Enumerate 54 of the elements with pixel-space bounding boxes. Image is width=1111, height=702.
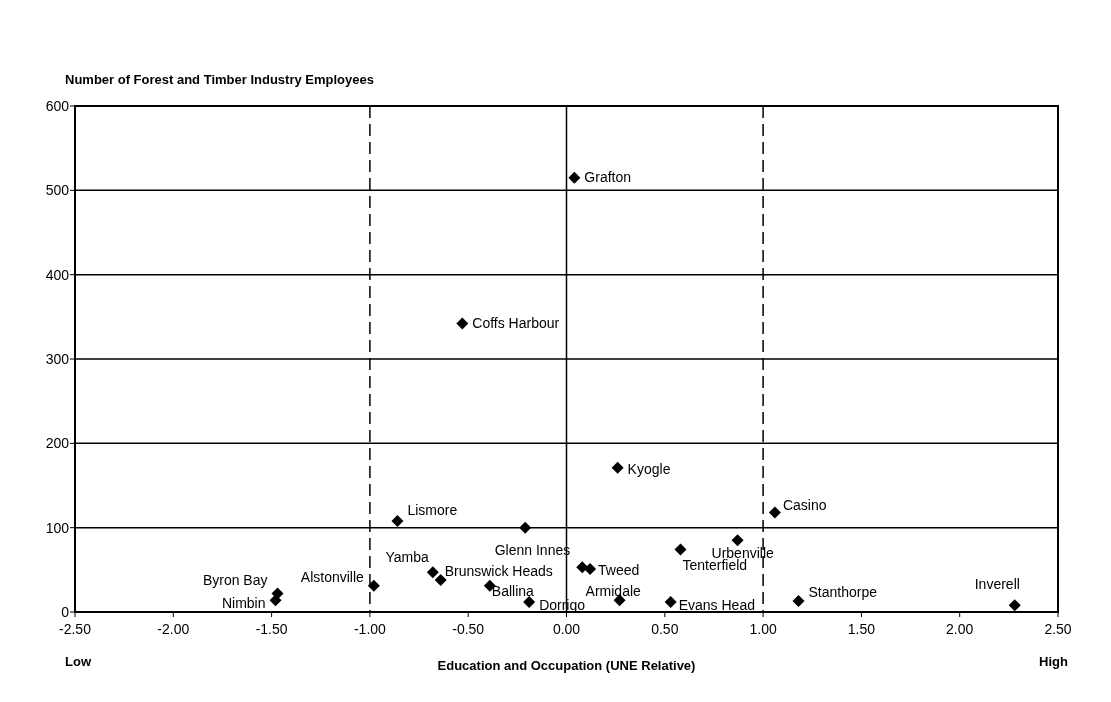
point [456, 317, 469, 330]
text: High [1039, 654, 1069, 669]
x-tick-label: -0.50 [452, 621, 485, 637]
annotation: Yamba [385, 549, 430, 566]
x-tick-label: 1.50 [847, 621, 876, 637]
point [768, 506, 781, 519]
point [367, 579, 380, 592]
annotation: Nimbin [221, 595, 266, 612]
annotation: Byron Bay [202, 572, 268, 589]
x-tick-label: 0.50 [651, 621, 679, 637]
annotation: Coffs Harbour [472, 314, 560, 331]
x-tick-label: -2.50 [59, 621, 92, 637]
annotation: Evans Head [678, 596, 755, 613]
y-tick-label: 0 [61, 604, 70, 620]
point [568, 171, 581, 184]
y-tick-label: 600 [45, 98, 70, 114]
point [391, 514, 404, 527]
x-tick-label: 1.00 [749, 621, 777, 637]
x-tick-label: 2.00 [946, 621, 974, 637]
y-tick-label: 500 [45, 182, 70, 199]
annotation: Stanthorpe [808, 584, 878, 601]
point [731, 534, 744, 547]
annotation: Kyogle [627, 460, 671, 477]
annotation: Tweed [598, 561, 640, 578]
y-tick-label: 100 [45, 519, 70, 536]
annotation: Alstonville [300, 568, 365, 585]
text: Low [65, 654, 92, 669]
x-tick-label: -2.00 [157, 621, 190, 637]
annotation: Lismore [407, 501, 458, 518]
point [519, 521, 532, 534]
x-tick-label: 2.50 [1044, 621, 1072, 637]
x-tick-label: -1.50 [255, 621, 288, 637]
point [523, 595, 536, 608]
point [434, 573, 447, 586]
y-tick-label: 400 [45, 266, 70, 283]
point [792, 595, 805, 608]
x-axis-title: Education and Occupation (UNE Relative) [437, 658, 696, 673]
point [674, 543, 687, 556]
point [1008, 599, 1021, 612]
annotation: Inverell [974, 576, 1020, 593]
annotation: Armidale [585, 583, 642, 600]
annotation: Casino [782, 497, 827, 514]
point [426, 566, 439, 579]
y-tick-label: 300 [45, 351, 70, 367]
annotation: Brunswick Heads [444, 562, 553, 579]
point [611, 461, 624, 474]
chart-title: Number of Forest and Timber Industry Employees [65, 72, 374, 87]
point [584, 562, 597, 575]
x-tick-label: -1.00 [353, 621, 387, 637]
annotation: Ballina [491, 582, 535, 599]
x-tick-label: 0.00 [552, 621, 581, 637]
annotation: Grafton [584, 168, 632, 185]
point [664, 595, 677, 608]
y-tick-label: 200 [45, 435, 70, 452]
